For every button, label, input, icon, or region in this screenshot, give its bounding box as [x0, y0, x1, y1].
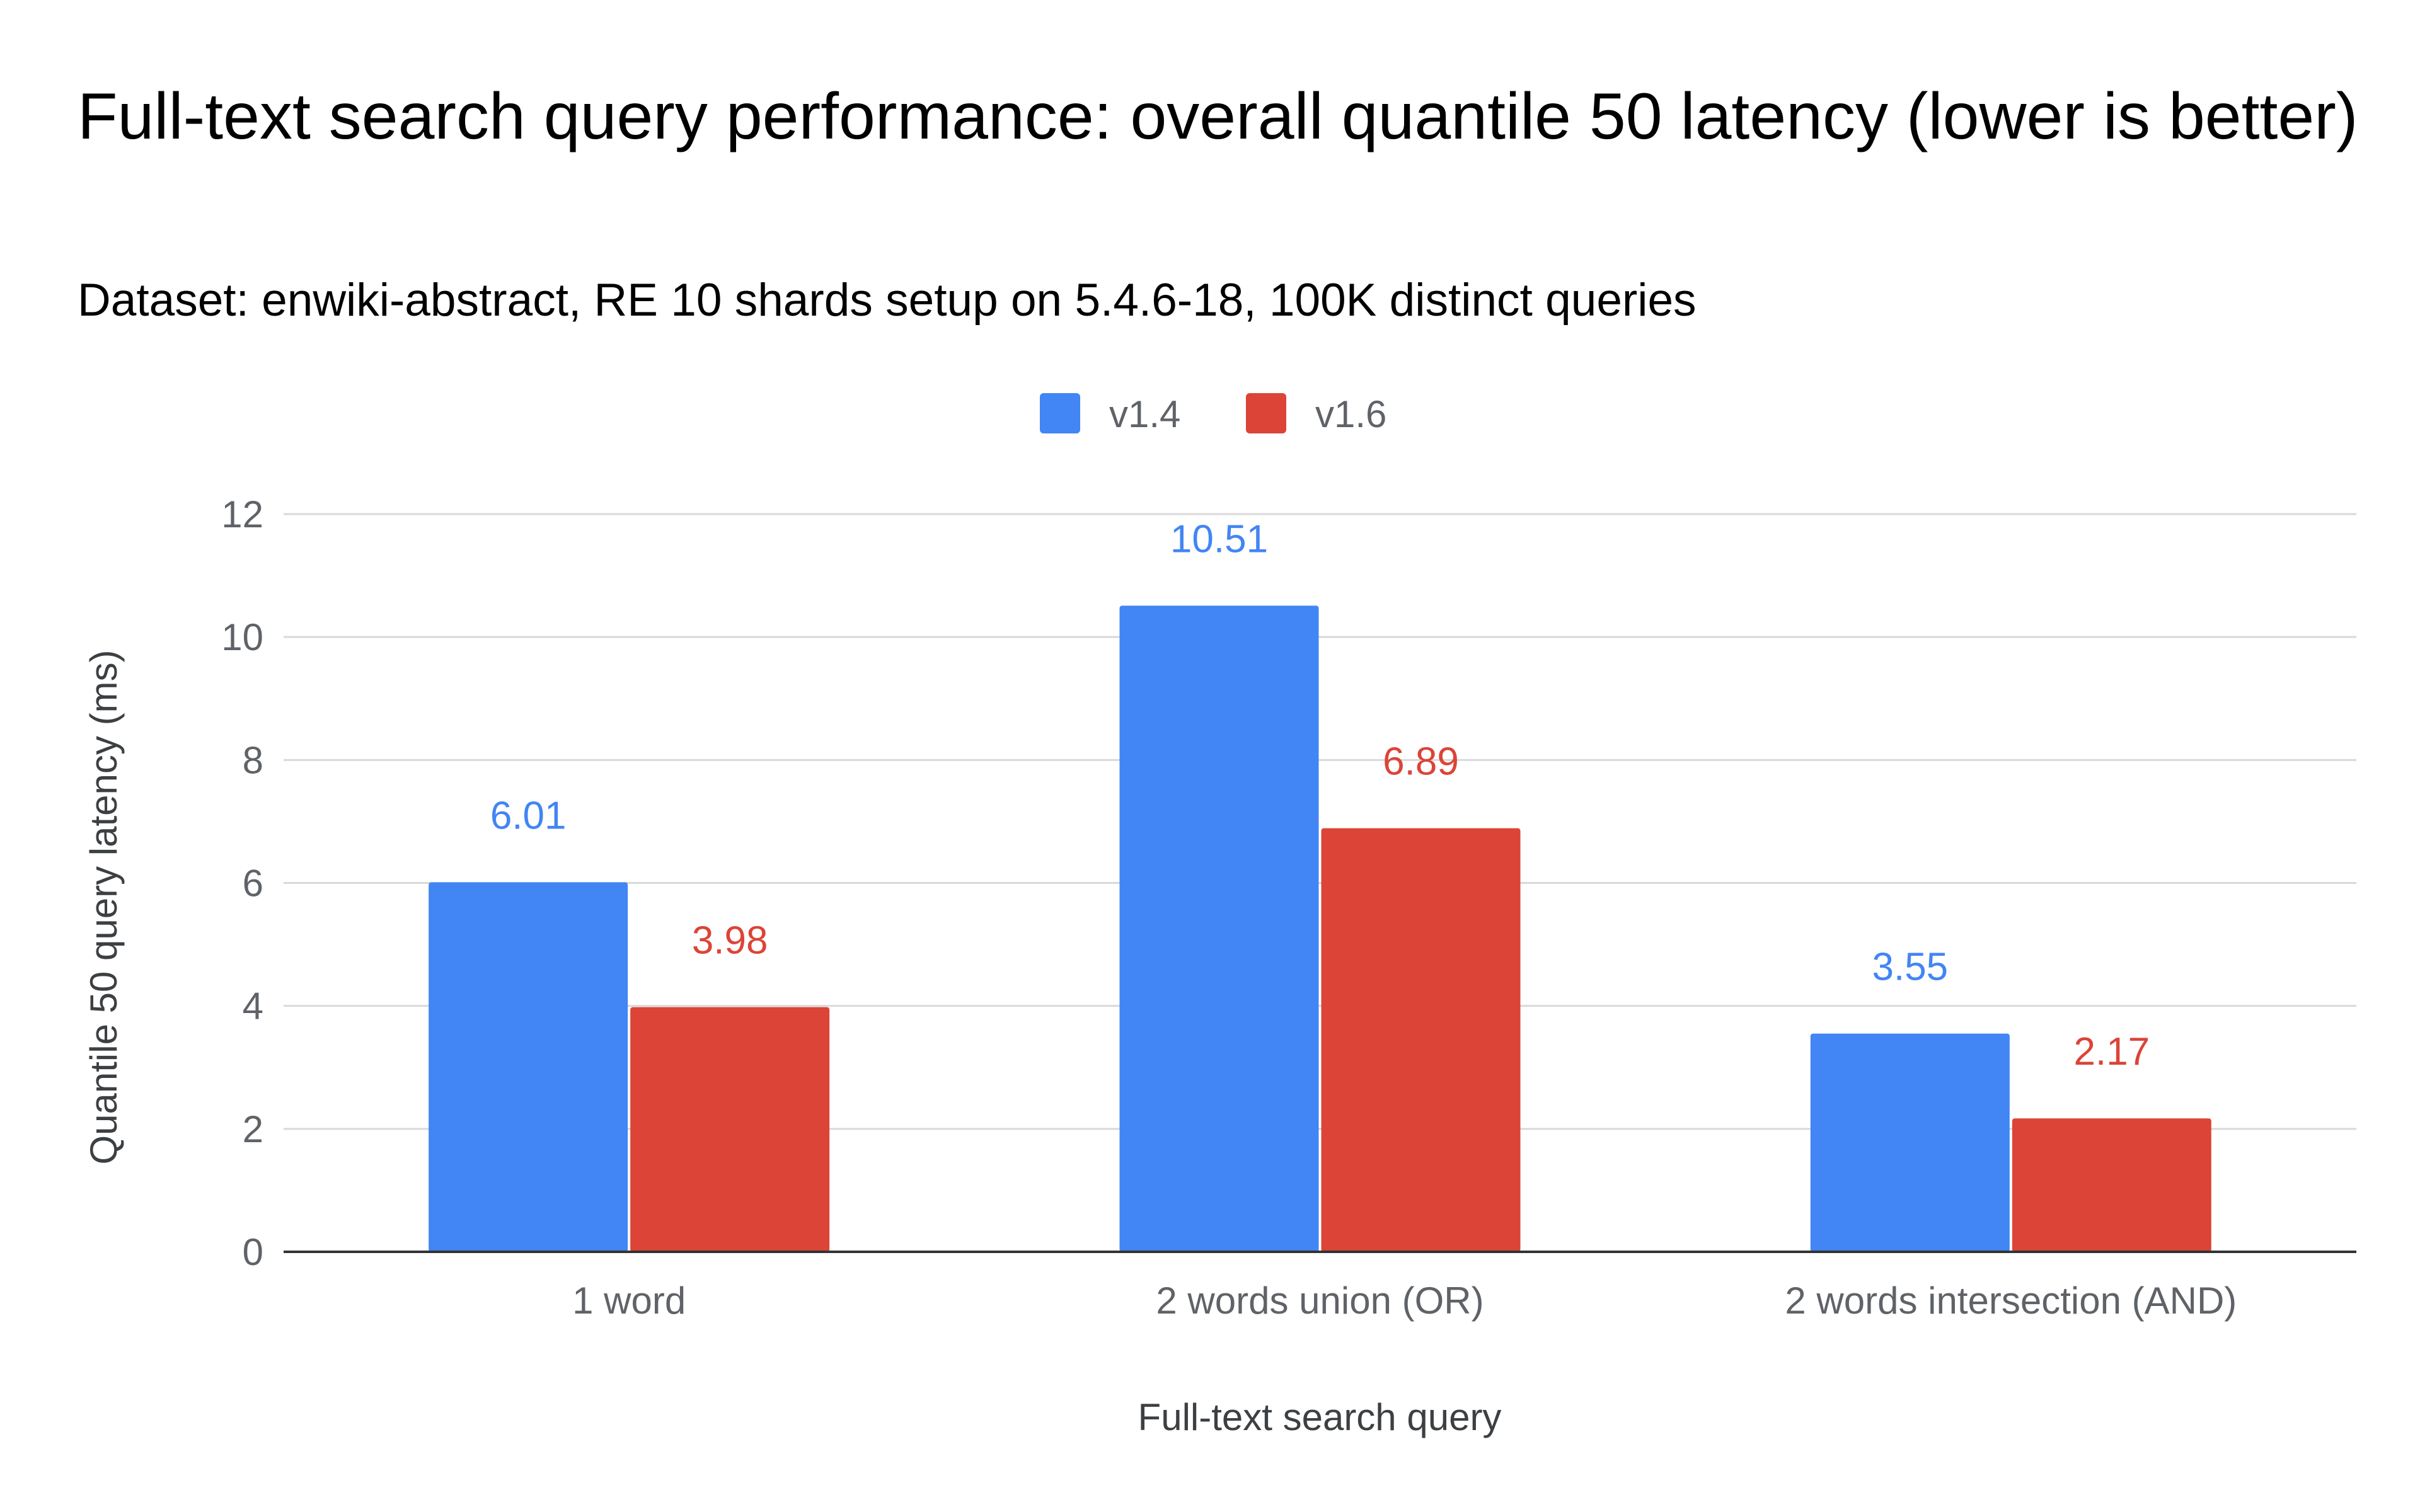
legend-label: v1.4	[1109, 393, 1180, 435]
y-tick-label: 10	[221, 616, 263, 658]
data-labels: 6.01 3.98 10.51 6.89 3.55 2.17	[490, 517, 2150, 1074]
bar-v1.6-1	[1321, 828, 1521, 1252]
legend-swatch	[1246, 393, 1286, 433]
y-tick-label: 2	[243, 1108, 263, 1150]
bar-v1.4-0	[429, 882, 628, 1252]
y-tick-label: 12	[221, 493, 263, 536]
bar-v1.6-0	[630, 1007, 830, 1252]
bar-v1.6-2	[2012, 1118, 2211, 1252]
y-tick-label: 6	[243, 862, 263, 905]
chart-subtitle: Dataset: enwiki-abstract, RE 10 shards s…	[78, 275, 1697, 326]
x-tick-label: 2 words intersection (AND)	[1785, 1280, 2237, 1322]
bars	[429, 605, 2211, 1252]
data-label: 6.01	[490, 794, 567, 838]
x-axis-ticks: 1 word 2 words union (OR) 2 words intersec…	[572, 1280, 2237, 1322]
data-label: 3.98	[692, 919, 768, 963]
y-tick-label: 8	[243, 739, 263, 781]
data-label: 3.55	[1872, 946, 1948, 989]
data-label: 10.51	[1170, 517, 1268, 561]
bar-v1.4-2	[1810, 1033, 2010, 1252]
legend-label: v1.6	[1315, 393, 1386, 435]
gridlines	[284, 513, 2356, 1130]
x-axis-title: Full-text search query	[1138, 1396, 1502, 1438]
x-tick-label: 1 word	[572, 1280, 686, 1322]
bar-v1.4-1	[1119, 605, 1319, 1252]
chart-title: Full-text search query performance: over…	[78, 80, 2358, 153]
y-tick-label: 0	[243, 1231, 263, 1273]
y-tick-label: 4	[243, 985, 263, 1028]
y-axis-title: Quantile 50 query latency (ms)	[83, 650, 125, 1164]
data-label: 2.17	[2073, 1030, 2150, 1074]
x-tick-label: 2 words union (OR)	[1156, 1280, 1484, 1322]
legend: v1.4 v1.6	[1040, 393, 1386, 435]
legend-swatch	[1040, 393, 1080, 433]
data-label: 6.89	[1383, 740, 1459, 784]
y-axis-ticks: 0 2 4 6 8 10 12	[221, 493, 263, 1273]
